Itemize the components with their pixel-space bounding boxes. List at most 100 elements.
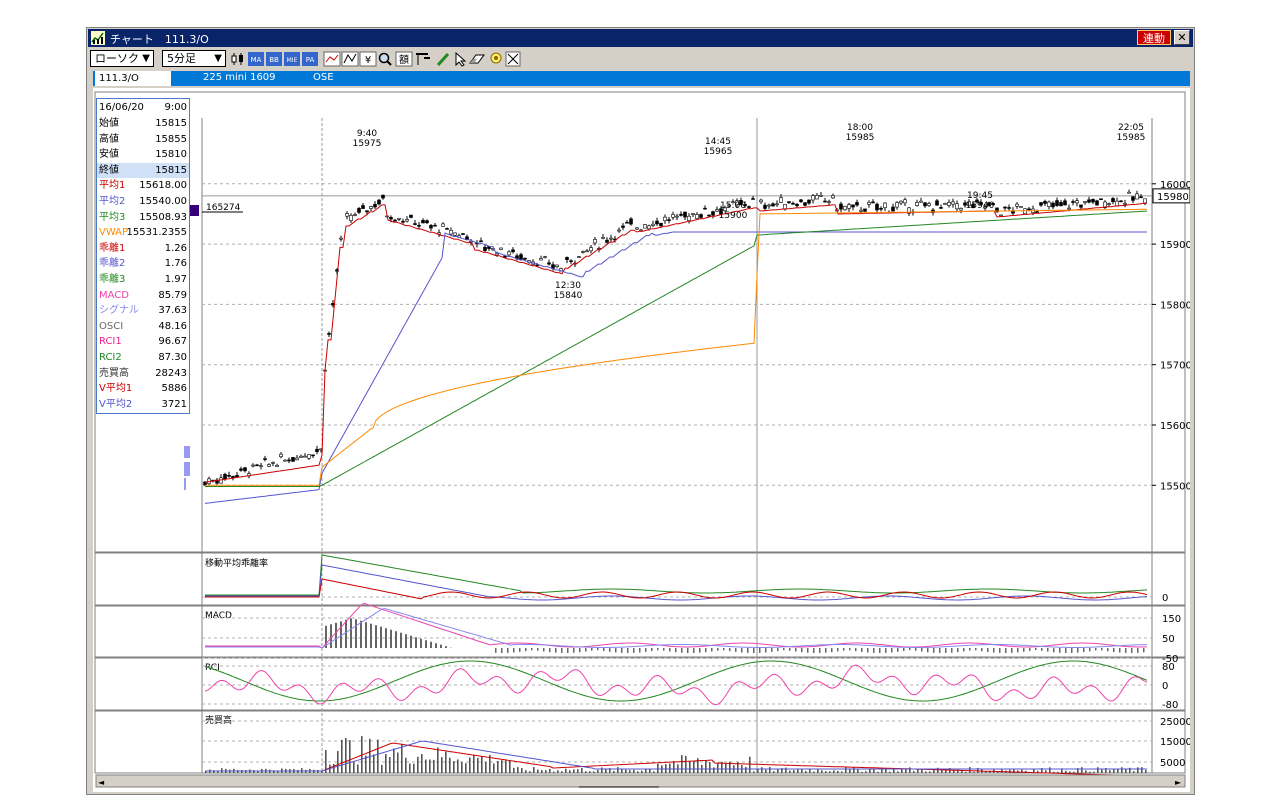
yen-icon[interactable]: ¥ (359, 51, 377, 67)
data-panel: 16/06/20 9:00 始値 15815 高値 15855 安値 15810 終値 158… (96, 98, 190, 414)
mie-icon[interactable]: MIE (284, 52, 300, 66)
osci-bar (855, 648, 857, 652)
volume-bar (1057, 771, 1059, 773)
cursor-icon[interactable] (455, 51, 467, 67)
candle-body (951, 201, 955, 205)
ma-icon[interactable]: MA (248, 52, 264, 66)
volume-bar (901, 768, 903, 773)
osci-bar (549, 648, 551, 653)
volume-bar (441, 757, 443, 773)
candle-body (499, 247, 503, 250)
line-icon[interactable] (323, 51, 341, 67)
osci-bar (867, 648, 869, 653)
volume-bar (729, 761, 731, 773)
candle-body (223, 473, 227, 480)
eraser-icon[interactable] (469, 54, 485, 64)
osci-bar (831, 648, 833, 653)
candle-body (1111, 198, 1115, 203)
osci-bar (591, 648, 593, 651)
candle-body (851, 204, 855, 208)
volume-bar (825, 771, 827, 773)
volume-bar (557, 770, 559, 773)
volume-bar (257, 770, 259, 773)
volume-bar (937, 767, 939, 773)
window-title: チャート 111.3/O (110, 33, 209, 46)
price-annotation-time: 9:40 (357, 129, 377, 139)
data-row-label: 終値 (99, 164, 119, 176)
data-row: 安値 15810 (97, 147, 189, 162)
volume-bar (1137, 767, 1139, 773)
osci-bar (711, 648, 713, 652)
interval-select[interactable]: 5分足 ▼ (162, 50, 226, 67)
volume-bar (669, 763, 671, 773)
chart-area[interactable]: 16000 15900 15800 15700 15600 15500 15980 16527… (93, 88, 1190, 792)
calc-icon[interactable]: 額 (395, 51, 413, 67)
chevron-down-icon: ▼ (142, 53, 150, 64)
volume-bar (433, 759, 435, 773)
candle-body (775, 203, 779, 206)
chevron-down-icon: ▼ (214, 53, 222, 64)
data-row-value: 15618.00 (139, 180, 187, 192)
candle-body (859, 209, 863, 212)
candle-body (295, 457, 299, 461)
candle-body (1131, 196, 1135, 201)
volume-bar (841, 771, 843, 773)
osci-bar (933, 648, 935, 653)
chart-type-value: ローソク (95, 52, 139, 65)
candle-body (803, 202, 807, 206)
candle-body (339, 237, 343, 240)
volume-bar (541, 770, 543, 773)
candle-body (671, 214, 675, 218)
osci-bar (915, 648, 917, 651)
volume-bar (1073, 771, 1075, 773)
candle-body (1015, 203, 1019, 207)
volume-bar (1101, 769, 1103, 773)
bb-icon[interactable]: BB (266, 52, 282, 66)
price-annotation-time: 15:00 (720, 201, 746, 211)
volume-bar (489, 754, 491, 773)
candle-body (377, 199, 381, 205)
candle-body (543, 256, 547, 258)
settings-icon[interactable] (490, 52, 502, 64)
chart-canvas[interactable]: 16000 15900 15800 15700 15600 15500 15980 16527… (93, 88, 1190, 792)
volume-bar (685, 755, 687, 773)
volume-bar (569, 770, 571, 773)
bars-icon[interactable] (416, 53, 430, 65)
candle-body (555, 264, 559, 268)
osci-bar (1035, 648, 1037, 651)
candle-body (365, 210, 369, 213)
close-button[interactable]: ✕ (1174, 30, 1190, 45)
candle-body (503, 255, 507, 258)
osci-bar (729, 648, 731, 652)
volume-bar (861, 771, 863, 773)
panel-title: 売買高 (205, 714, 232, 726)
print-icon[interactable] (505, 51, 521, 67)
osci-bar (723, 648, 725, 651)
candle-body (899, 200, 903, 204)
pa-icon[interactable]: PA (302, 52, 318, 66)
link-button[interactable]: 連動 (1137, 30, 1171, 45)
volume-bar (873, 769, 875, 773)
data-row-value: 37.63 (158, 305, 187, 317)
search-icon[interactable] (378, 52, 392, 66)
osci-bar (415, 637, 417, 648)
candle-body (271, 462, 275, 464)
rci2-line (204, 660, 1148, 702)
chart-type-select[interactable]: ローソク ▼ (90, 50, 154, 67)
candle-body (243, 467, 247, 472)
title-bar[interactable]: チャート 111.3/O 連動 ✕ (88, 29, 1193, 47)
volume-bar (481, 756, 483, 773)
osci-bar (615, 648, 617, 653)
candle-body (967, 201, 971, 207)
zoom-chart-icon[interactable] (341, 51, 359, 67)
candle-body (807, 199, 811, 204)
osci-bar (1089, 648, 1091, 652)
volume-bar (857, 769, 859, 773)
volume-bar (1069, 771, 1071, 773)
toolbar: ローソク ▼ 5分足 ▼ MA BB MIE PA ¥ 額 (88, 49, 1193, 69)
pen-icon[interactable] (436, 52, 450, 67)
candle-body (723, 207, 727, 212)
osci-bar (355, 619, 357, 648)
candle-icon[interactable] (230, 51, 246, 67)
candle-body (863, 208, 867, 212)
